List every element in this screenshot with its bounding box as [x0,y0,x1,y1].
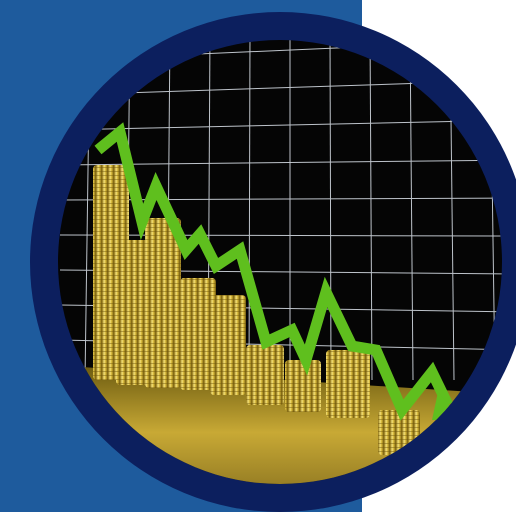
coin-stacks [93,165,420,455]
trend-arrow [94,122,453,421]
